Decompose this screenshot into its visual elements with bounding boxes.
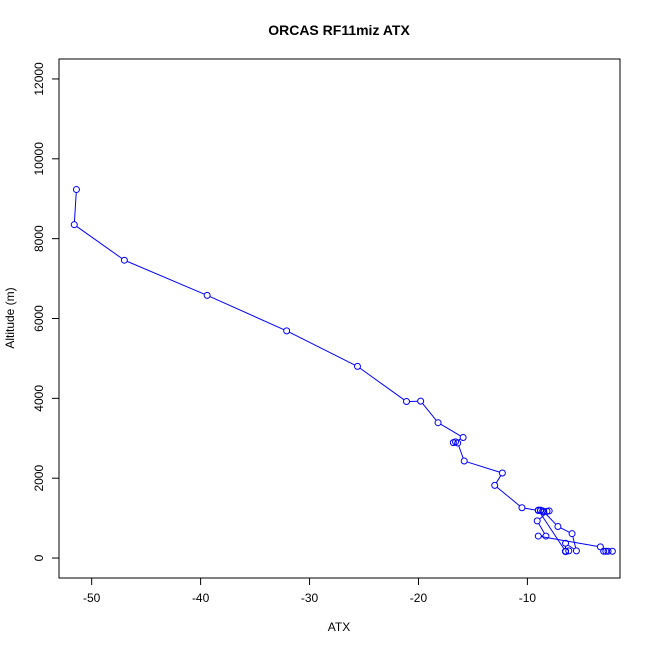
data-point [454,439,462,447]
data-point [402,398,410,406]
data-point [568,530,576,538]
data-point [533,517,541,525]
data-point [562,547,570,555]
series-line-segment [76,226,123,259]
y-tick-label: 2000 [32,465,46,492]
data-point [203,291,211,299]
series-line-segment [538,523,545,534]
series-layer [70,186,616,556]
data-point [120,256,128,264]
data-point [572,547,580,555]
y-tick-label: 6000 [32,305,46,332]
data-point [491,481,499,489]
series-line-segment [422,403,437,421]
data-point [536,507,544,515]
data-point [460,457,468,465]
series-line-segment [359,367,405,401]
series-line-segment [289,331,356,366]
series-line-segment [209,296,285,331]
data-point [545,507,553,515]
y-tick-label: 12000 [32,62,46,96]
data-point [542,532,550,540]
series-line-segment [495,475,502,484]
series-line-segment [458,445,464,459]
series-line-segment [496,486,520,507]
data-point [72,186,80,194]
x-axis-label: ATX [328,620,350,634]
series-line-segment [541,536,598,547]
y-tick-label: 10000 [32,142,46,176]
series-line-segment [73,192,77,222]
y-axis: 0 2000 4000 6000 8000 10000 12000 [32,62,60,561]
data-point [602,547,610,555]
series-line-segment [524,507,536,511]
data-point [283,327,291,335]
data-point [604,547,612,555]
data-point [518,504,526,512]
chart-title: ORCAS RF11miz ATX [268,22,410,38]
series-line-segment [567,544,575,550]
x-tick-label: -20 [410,591,428,605]
x-tick-label: -40 [192,591,210,605]
data-point [70,221,78,229]
data-point [353,362,361,370]
series-line-segment [545,513,557,525]
data-point [534,532,542,540]
data-point [498,469,506,477]
series-line-segment [126,260,205,295]
y-tick-label: 4000 [32,385,46,412]
x-axis: -50 -40 -30 -20 -10 [83,577,537,605]
data-point [434,419,442,427]
series-line-segment [466,461,500,473]
data-point [449,439,457,447]
series-line-segment [440,423,461,437]
data-point [596,543,604,551]
data-point [608,547,616,555]
data-point [600,547,608,555]
data-point [565,547,573,555]
series-line-segment [560,527,570,533]
y-axis-label: Altitude (m) [3,287,17,348]
data-point [562,539,570,547]
y-tick-label: 0 [32,554,46,561]
series-line-segment [539,512,565,550]
data-point [417,397,425,405]
y-tick-label: 8000 [32,225,46,252]
x-tick-label: -50 [83,591,101,605]
x-tick-label: -30 [301,591,319,605]
data-point [554,522,562,530]
data-point [459,433,467,441]
x-tick-label: -10 [519,591,537,605]
